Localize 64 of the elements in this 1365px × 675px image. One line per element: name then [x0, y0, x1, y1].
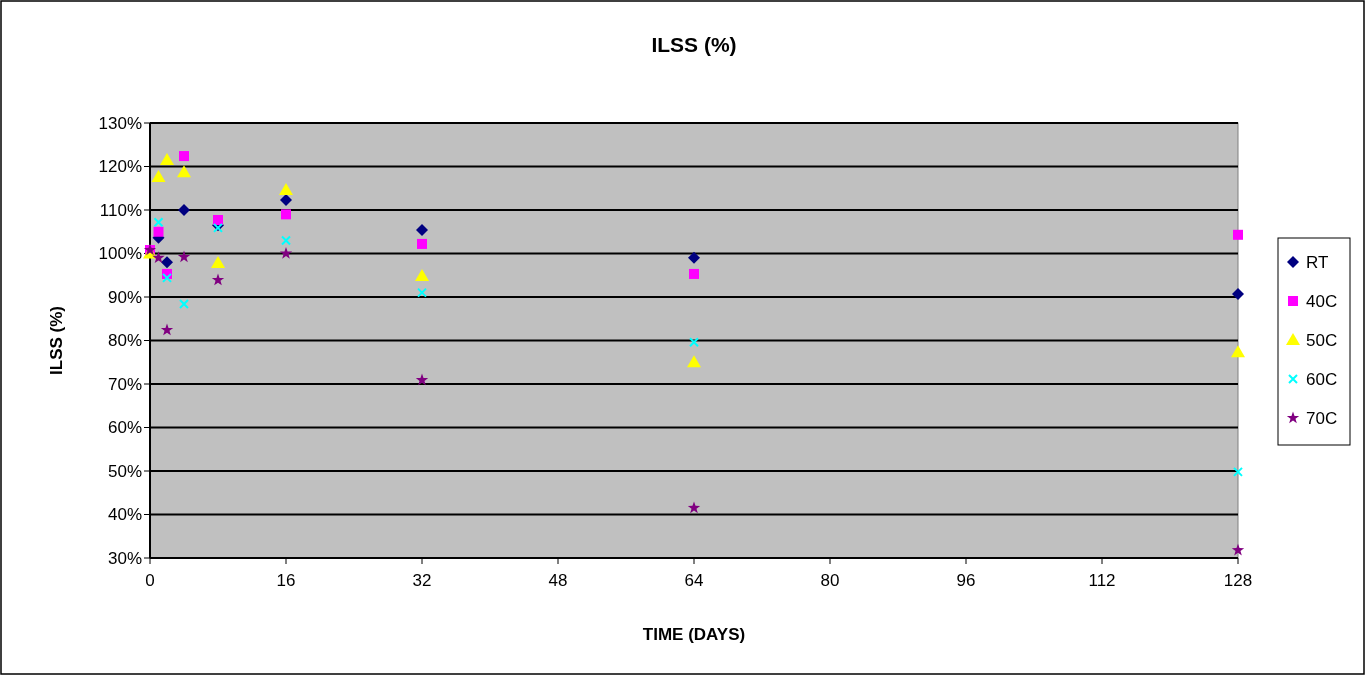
point	[687, 501, 701, 514]
point	[161, 256, 173, 269]
point	[179, 298, 189, 309]
point	[281, 235, 291, 246]
point	[1233, 466, 1243, 477]
point	[152, 251, 165, 264]
y-tick-label: 80%	[107, 331, 142, 351]
legend-label: RT	[1306, 252, 1329, 272]
x-tick-label: 16	[276, 571, 296, 590]
point	[177, 250, 191, 263]
y-tick-label: 120%	[98, 157, 142, 177]
y-tick-label: 100%	[98, 244, 142, 264]
point	[279, 182, 293, 195]
point	[213, 215, 223, 226]
y-axis-title: ILSS (%)	[47, 306, 66, 375]
point	[153, 226, 164, 237]
y-tick-label: 110%	[99, 200, 142, 220]
point	[1231, 345, 1245, 358]
legend-label: 50C	[1306, 330, 1338, 350]
point	[178, 204, 190, 216]
point	[687, 355, 701, 368]
point	[281, 209, 291, 220]
x-tick-label: 128	[1223, 571, 1253, 590]
point	[417, 287, 427, 298]
point	[160, 323, 174, 336]
point	[1233, 229, 1243, 240]
x-axis-title: TIME (DAYS)	[642, 625, 746, 644]
y-tick-label: 60%	[107, 418, 142, 438]
point	[689, 337, 699, 348]
y-tick-label: 90%	[107, 287, 142, 307]
point	[160, 152, 174, 165]
y-tick-label: 70%	[107, 374, 142, 394]
x-tick-label: 96	[956, 571, 976, 590]
legend-label: 60C	[1306, 369, 1338, 389]
point	[211, 273, 225, 286]
point	[280, 194, 292, 206]
point	[179, 151, 189, 162]
y-tick-label: 30%	[107, 548, 142, 568]
legend-label: 70C	[1306, 408, 1338, 428]
point	[177, 165, 191, 178]
point	[688, 251, 700, 264]
x-tick-label: 48	[548, 571, 568, 590]
y-tick-label: 130%	[98, 113, 142, 133]
x-tick-label: 0	[145, 571, 155, 590]
point	[1231, 543, 1245, 556]
point	[162, 272, 172, 283]
legend-label: 40C	[1306, 291, 1338, 311]
point	[417, 238, 427, 249]
y-tick-label: 50%	[107, 461, 142, 481]
point	[415, 269, 429, 282]
point	[416, 224, 428, 237]
point	[279, 247, 293, 259]
point	[415, 373, 429, 386]
chart-title: ILSS (%)	[651, 33, 737, 56]
x-tick-label: 32	[412, 571, 432, 590]
x-tick-label: 64	[684, 571, 704, 590]
point	[151, 169, 166, 182]
point	[153, 217, 164, 228]
y-tick-label: 40%	[107, 505, 142, 525]
x-tick-label: 112	[1088, 571, 1116, 590]
point	[211, 256, 225, 269]
x-tick-label: 80	[820, 571, 840, 590]
point	[689, 268, 699, 279]
point	[1232, 287, 1244, 300]
